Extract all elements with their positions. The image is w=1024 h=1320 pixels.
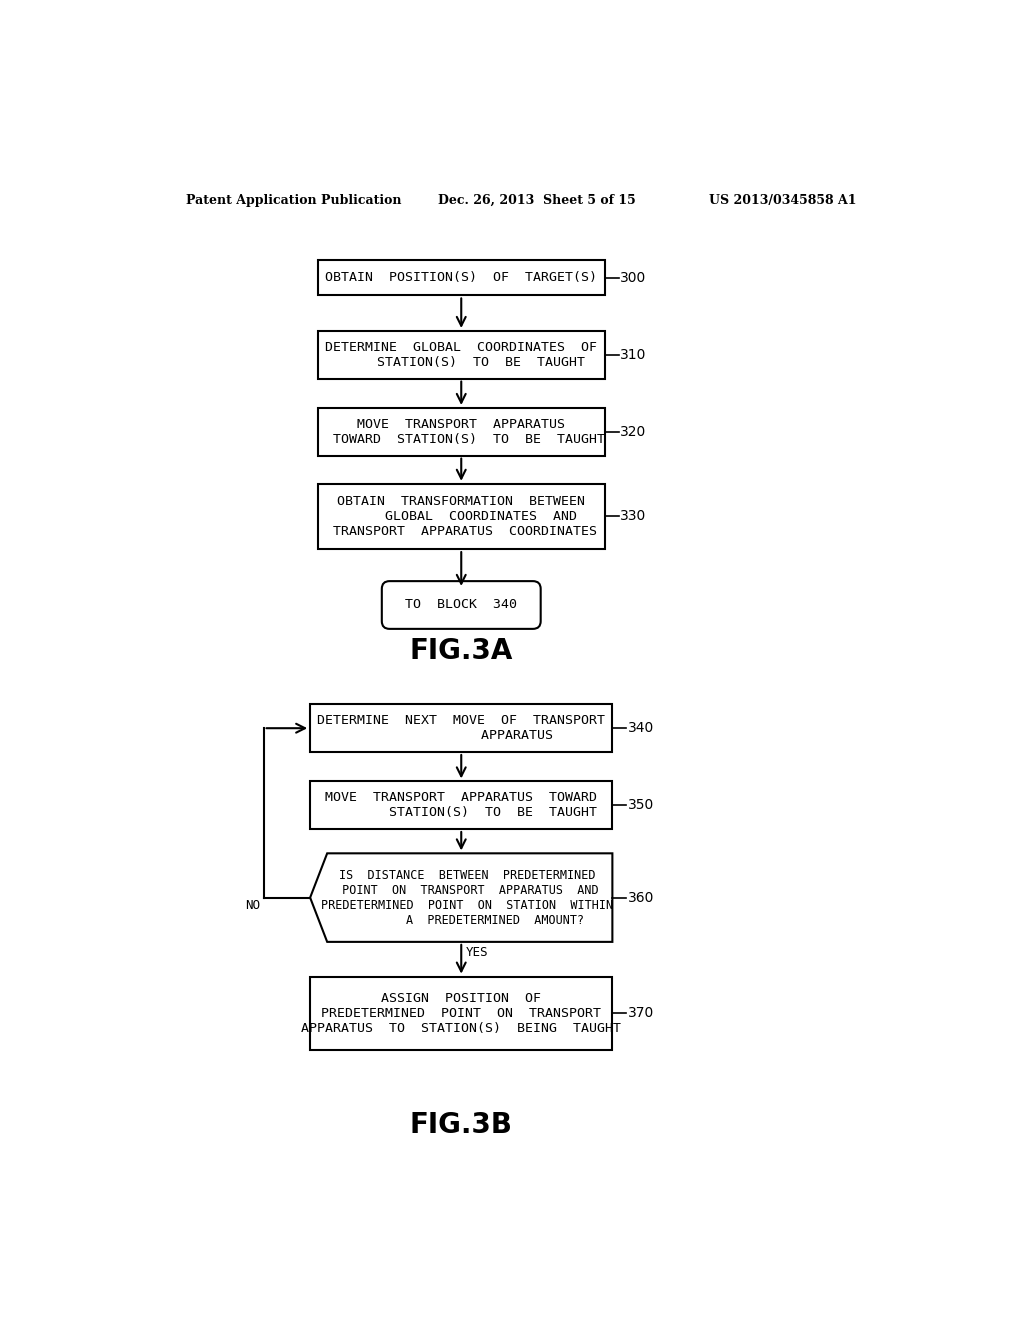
Text: 310: 310 [621, 347, 646, 362]
Text: 350: 350 [628, 799, 654, 812]
Text: FIG.3B: FIG.3B [410, 1110, 513, 1139]
Text: 330: 330 [621, 510, 646, 524]
Text: MOVE  TRANSPORT  APPARATUS  TOWARD
        STATION(S)  TO  BE  TAUGHT: MOVE TRANSPORT APPARATUS TOWARD STATION(… [326, 791, 597, 820]
Text: FIG.3A: FIG.3A [410, 638, 513, 665]
Text: DETERMINE  NEXT  MOVE  OF  TRANSPORT
              APPARATUS: DETERMINE NEXT MOVE OF TRANSPORT APPARAT… [317, 714, 605, 742]
Text: OBTAIN  POSITION(S)  OF  TARGET(S): OBTAIN POSITION(S) OF TARGET(S) [326, 271, 597, 284]
Text: 340: 340 [628, 721, 654, 735]
Text: OBTAIN  TRANSFORMATION  BETWEEN
     GLOBAL  COORDINATES  AND
 TRANSPORT  APPARA: OBTAIN TRANSFORMATION BETWEEN GLOBAL COO… [326, 495, 597, 539]
FancyBboxPatch shape [310, 781, 612, 829]
Text: 370: 370 [628, 1006, 654, 1020]
Text: 300: 300 [621, 271, 646, 285]
Text: MOVE  TRANSPORT  APPARATUS
  TOWARD  STATION(S)  TO  BE  TAUGHT: MOVE TRANSPORT APPARATUS TOWARD STATION(… [317, 417, 605, 446]
Text: US 2013/0345858 A1: US 2013/0345858 A1 [710, 194, 857, 207]
FancyBboxPatch shape [317, 331, 604, 379]
Text: Patent Application Publication: Patent Application Publication [186, 194, 401, 207]
FancyBboxPatch shape [317, 260, 604, 296]
Text: 360: 360 [628, 891, 654, 904]
Text: TO  BLOCK  340: TO BLOCK 340 [406, 598, 517, 611]
FancyBboxPatch shape [310, 977, 612, 1049]
Text: YES: YES [466, 946, 488, 960]
FancyBboxPatch shape [310, 705, 612, 752]
Text: ASSIGN  POSITION  OF
PREDETERMINED  POINT  ON  TRANSPORT
APPARATUS  TO  STATION(: ASSIGN POSITION OF PREDETERMINED POINT O… [301, 991, 622, 1035]
Text: Dec. 26, 2013  Sheet 5 of 15: Dec. 26, 2013 Sheet 5 of 15 [438, 194, 636, 207]
Text: DETERMINE  GLOBAL  COORDINATES  OF
     STATION(S)  TO  BE  TAUGHT: DETERMINE GLOBAL COORDINATES OF STATION(… [326, 341, 597, 368]
Text: 320: 320 [621, 425, 646, 438]
Text: IS  DISTANCE  BETWEEN  PREDETERMINED
 POINT  ON  TRANSPORT  APPARATUS  AND
PREDE: IS DISTANCE BETWEEN PREDETERMINED POINT … [321, 869, 613, 927]
Text: NO: NO [246, 899, 260, 912]
FancyBboxPatch shape [317, 408, 604, 455]
FancyBboxPatch shape [382, 581, 541, 628]
FancyBboxPatch shape [317, 483, 604, 549]
Polygon shape [310, 853, 612, 942]
